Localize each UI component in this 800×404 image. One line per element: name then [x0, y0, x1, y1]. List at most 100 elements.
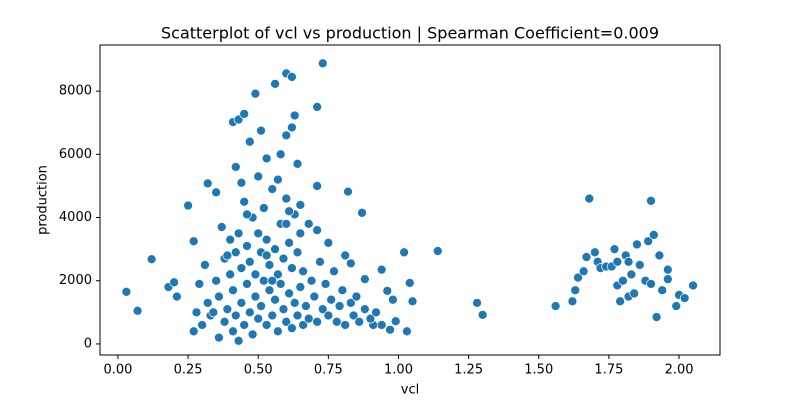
point: [188, 236, 199, 247]
point: [295, 228, 306, 239]
point: [270, 294, 280, 305]
point: [581, 252, 592, 262]
point: [323, 310, 334, 321]
point: [250, 269, 261, 280]
x-tick-label: 2.00: [665, 363, 694, 378]
point: [626, 269, 637, 280]
point: [671, 301, 682, 311]
y-tick-label: 6000: [59, 147, 92, 162]
point: [295, 200, 306, 210]
point: [250, 291, 261, 302]
point: [303, 313, 314, 324]
x-tick-label: 1.00: [384, 363, 413, 378]
x-tick-label: 0.00: [103, 363, 132, 378]
point: [211, 275, 221, 286]
point: [376, 320, 387, 330]
point: [578, 266, 589, 277]
point: [253, 171, 264, 182]
point: [244, 136, 255, 147]
point: [233, 228, 244, 239]
point: [326, 294, 337, 305]
point: [359, 304, 370, 315]
point: [211, 187, 221, 198]
point: [573, 272, 583, 283]
x-tick-label: 0.25: [174, 363, 203, 378]
point: [273, 174, 283, 185]
point: [287, 72, 297, 82]
point: [298, 266, 308, 277]
point: [256, 301, 266, 311]
x-axis-label: vcl: [401, 383, 419, 398]
point: [337, 285, 348, 296]
point: [303, 219, 314, 229]
point: [146, 254, 157, 265]
point: [432, 246, 443, 256]
point: [632, 239, 642, 250]
point: [345, 298, 356, 308]
point: [654, 250, 665, 261]
point: [312, 225, 322, 236]
point: [292, 247, 303, 258]
point: [312, 181, 322, 191]
point: [273, 326, 283, 337]
point: [253, 313, 264, 324]
point: [200, 260, 210, 270]
point: [261, 320, 272, 330]
point: [472, 298, 482, 308]
y-tick-label: 8000: [59, 84, 92, 99]
point: [270, 244, 280, 254]
point: [317, 304, 328, 315]
point: [646, 279, 656, 289]
point: [236, 263, 247, 273]
x-tick-label: 1.25: [454, 363, 483, 378]
point: [287, 323, 297, 333]
point: [281, 193, 292, 204]
point: [228, 326, 238, 337]
point: [354, 316, 365, 327]
point: [230, 310, 241, 321]
point: [258, 275, 269, 286]
point: [222, 250, 233, 261]
point: [359, 274, 370, 285]
x-tick-label: 1.75: [594, 363, 623, 378]
point: [281, 130, 292, 141]
point: [258, 203, 269, 213]
point: [264, 285, 275, 296]
point: [315, 256, 325, 267]
point: [688, 280, 698, 291]
point: [612, 256, 623, 267]
point: [340, 320, 351, 330]
point: [169, 277, 179, 288]
point: [219, 316, 230, 327]
point: [270, 79, 280, 89]
point: [281, 316, 292, 327]
x-tick-label: 0.50: [244, 363, 273, 378]
point: [284, 288, 294, 299]
point: [323, 237, 334, 248]
point: [651, 312, 662, 322]
point: [222, 304, 233, 315]
chart-title: Scatterplot of vcl vs production | Spear…: [161, 24, 659, 43]
point: [331, 316, 342, 327]
point: [247, 329, 258, 340]
point: [376, 264, 387, 275]
point: [214, 332, 224, 343]
point: [298, 320, 308, 330]
point: [388, 294, 398, 305]
point: [590, 247, 600, 258]
point: [357, 207, 367, 218]
point: [402, 326, 412, 337]
point: [183, 200, 193, 211]
point: [256, 125, 266, 136]
point: [242, 241, 252, 251]
y-tick-label: 2000: [59, 273, 92, 288]
point: [295, 282, 306, 292]
point: [309, 291, 320, 302]
point: [317, 58, 328, 69]
point: [340, 250, 351, 261]
point: [197, 320, 207, 330]
point: [172, 291, 182, 302]
point: [570, 285, 581, 296]
point: [312, 102, 322, 112]
